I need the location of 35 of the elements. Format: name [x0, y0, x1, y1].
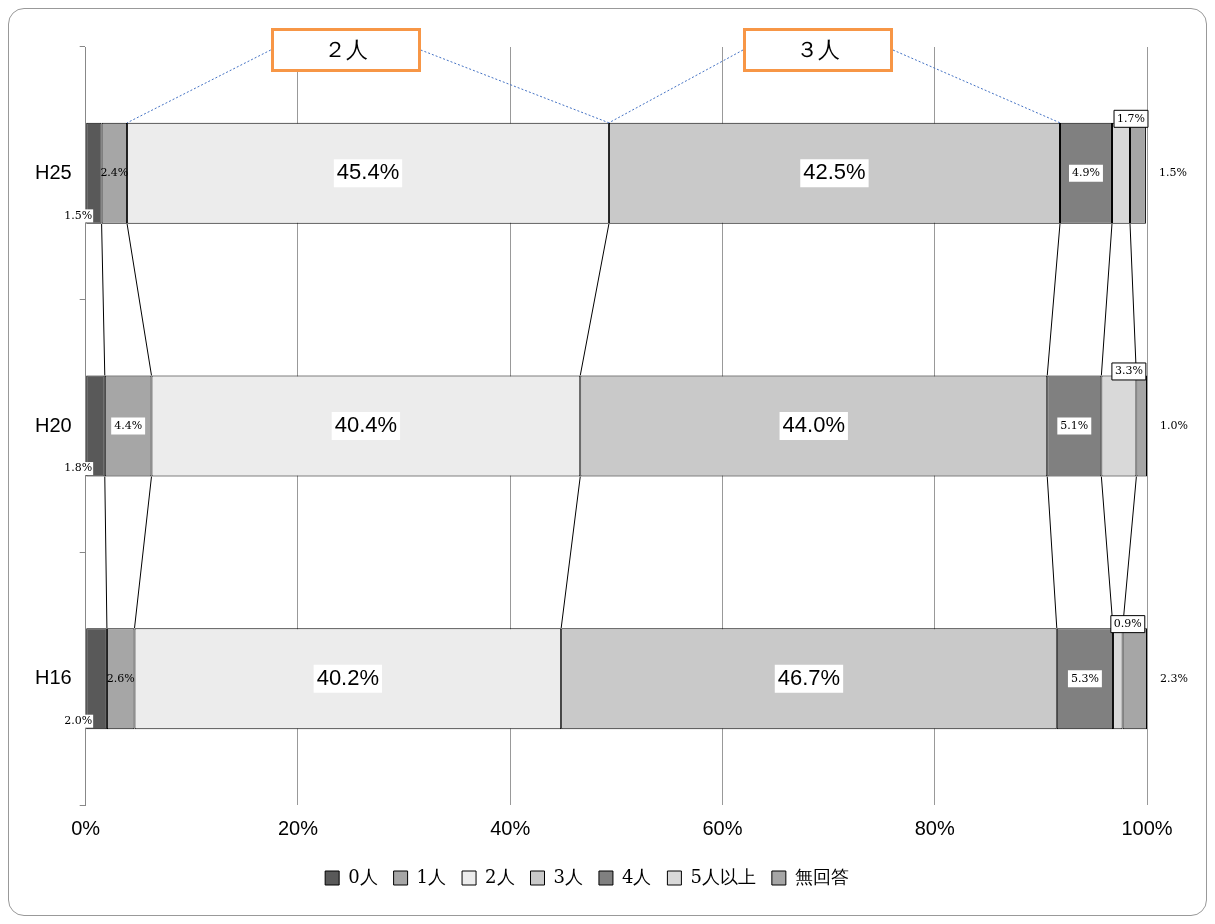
- legend-label: 2人: [485, 865, 515, 887]
- x-tick-label: 60%: [702, 816, 743, 839]
- data-label: 45.4%: [336, 159, 400, 185]
- x-tick-label: 40%: [490, 816, 531, 839]
- data-label: 40.2%: [316, 664, 380, 690]
- data-label: 42.5%: [803, 159, 866, 185]
- data-label: 1.8%: [64, 461, 93, 475]
- data-label: 4.9%: [1072, 166, 1100, 180]
- x-tick-label: 100%: [1121, 816, 1173, 839]
- legend-label: 5人以上: [690, 865, 756, 887]
- data-label: 44.0%: [782, 412, 845, 438]
- data-label: 4.4%: [114, 418, 143, 432]
- x-tick-label: 20%: [277, 816, 319, 839]
- y-tick-label: H20: [34, 413, 72, 436]
- data-label: 1.5%: [1158, 166, 1187, 180]
- data-label: 5.1%: [1060, 418, 1089, 432]
- data-label: 5.3%: [1070, 671, 1099, 685]
- legend-label: 3人: [553, 865, 583, 887]
- legend-label: 1人: [416, 865, 447, 887]
- legend-label: 無回答: [794, 865, 849, 887]
- y-tick-label: H16: [34, 666, 72, 689]
- data-label: 2.3%: [1160, 671, 1188, 685]
- data-label: 46.7%: [777, 664, 841, 690]
- data-label: 3.3%: [1114, 364, 1143, 378]
- y-tick-label: H25: [34, 160, 72, 183]
- data-label: 1.0%: [1160, 418, 1188, 432]
- data-label: 1.5%: [64, 208, 93, 222]
- x-tick-label: 80%: [914, 816, 955, 839]
- x-tick-label: 0%: [71, 816, 101, 839]
- data-label: 0.9%: [1113, 616, 1142, 630]
- data-label: 1.7%: [1117, 111, 1145, 125]
- data-label: 40.4%: [334, 412, 398, 438]
- legend-label: 4人: [621, 865, 652, 887]
- data-label: 2.0%: [64, 714, 93, 728]
- legend-label: 0人: [348, 865, 378, 887]
